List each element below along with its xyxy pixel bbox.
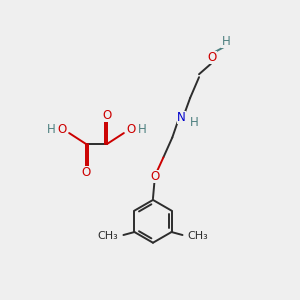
Text: O: O [151, 170, 160, 183]
Text: O: O [57, 123, 66, 136]
Text: CH₃: CH₃ [188, 232, 208, 242]
Text: CH₃: CH₃ [97, 232, 118, 242]
Text: H: H [221, 35, 230, 48]
Text: O: O [102, 109, 112, 122]
Text: O: O [208, 51, 217, 64]
Text: H: H [190, 116, 199, 129]
Text: H: H [47, 123, 56, 136]
Text: O: O [82, 166, 91, 179]
Text: H: H [137, 123, 146, 136]
Text: N: N [177, 111, 186, 124]
Text: O: O [127, 123, 136, 136]
